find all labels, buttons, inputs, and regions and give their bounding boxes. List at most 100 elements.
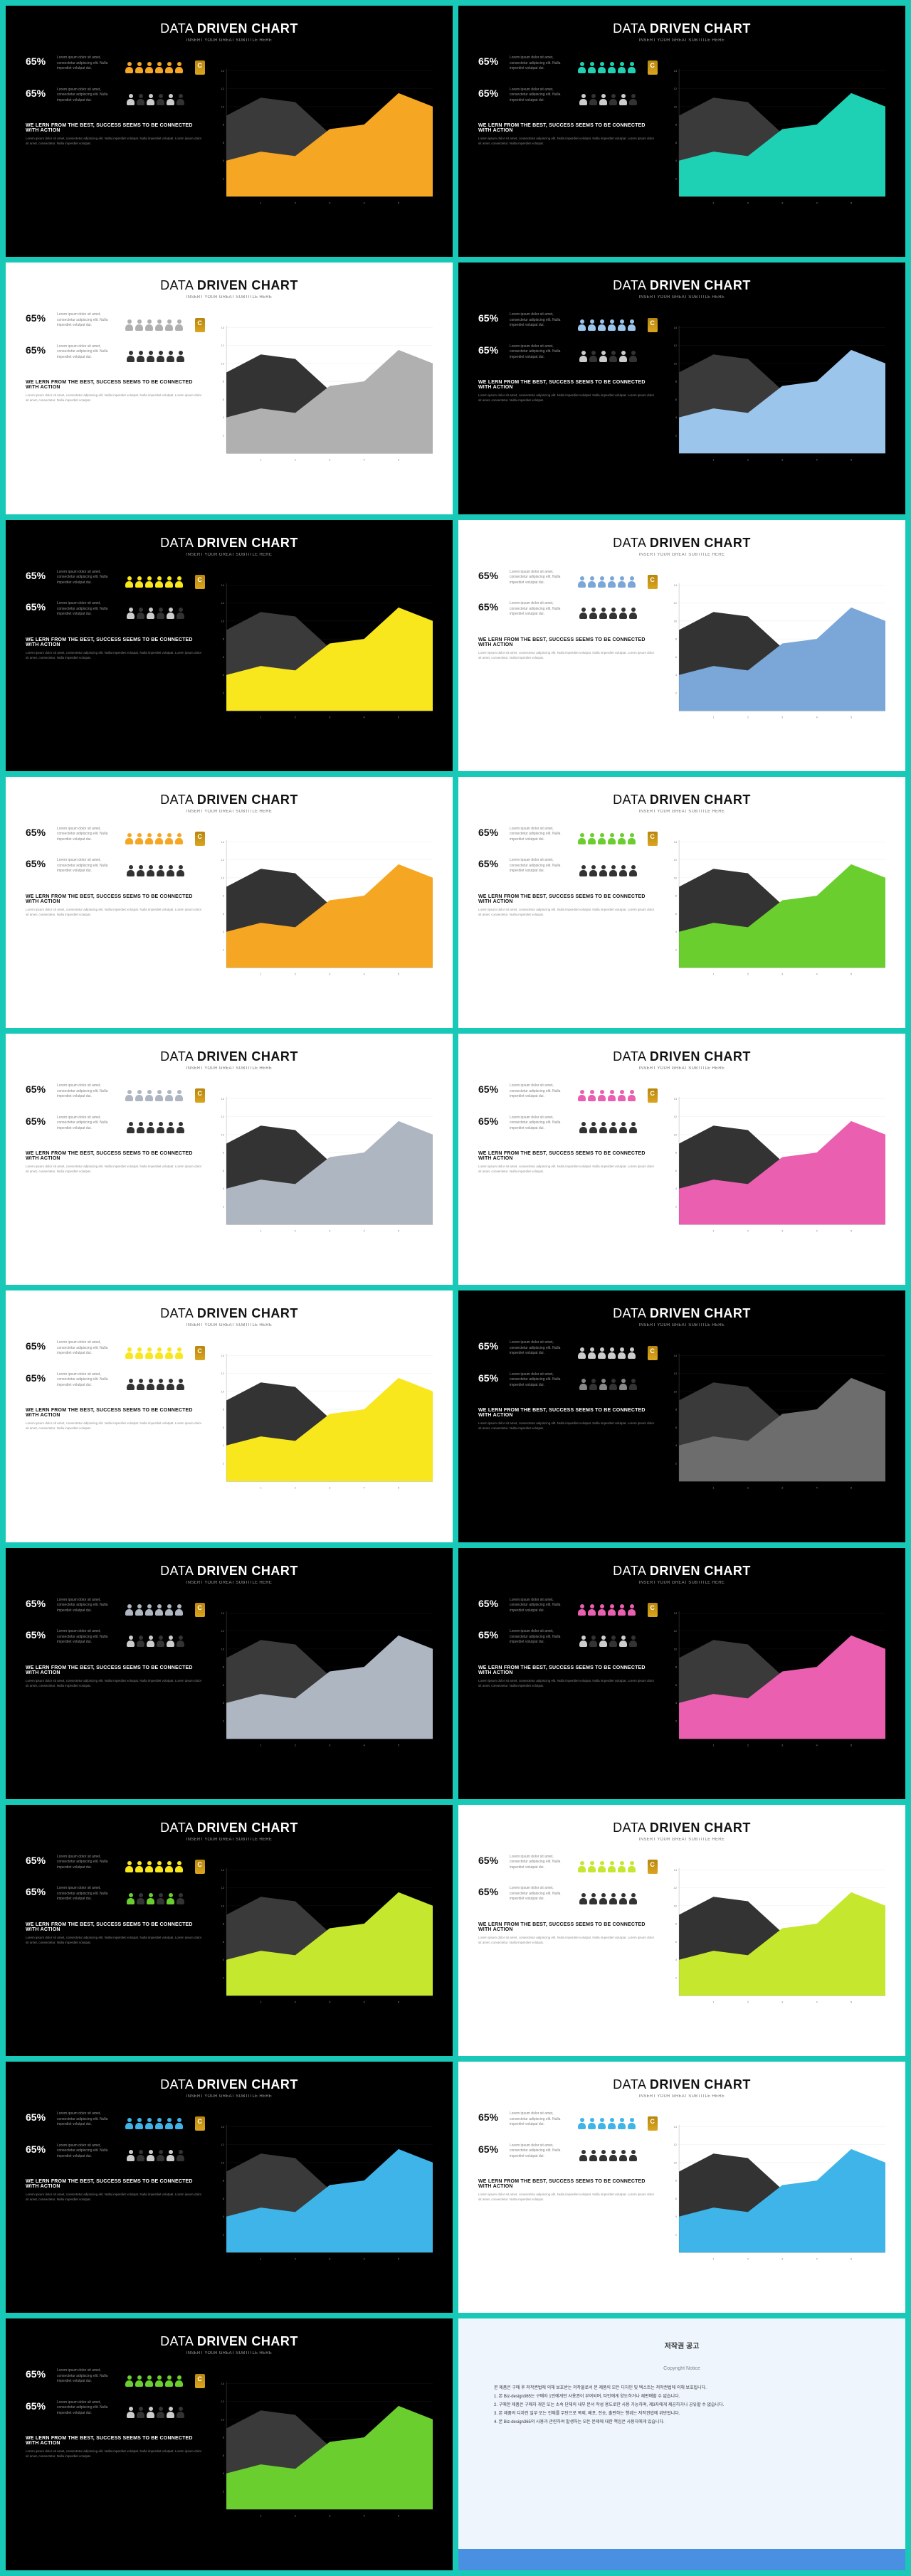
person-icon — [608, 62, 616, 73]
svg-text:12: 12 — [673, 1629, 677, 1633]
svg-text:5: 5 — [398, 1743, 400, 1747]
person-icon — [598, 833, 606, 844]
stat-lorem: Lorem ipsum dolor sit amet, consectetur … — [57, 1115, 111, 1132]
person-icon — [619, 1122, 627, 1133]
stat-lorem: Lorem ipsum dolor sit amet, consectetur … — [57, 2143, 111, 2160]
stat-row: 65%Lorem ipsum dolor sit amet, consectet… — [26, 55, 205, 80]
svg-text:4: 4 — [675, 930, 678, 933]
slide: DATA DRIVEN CHART INSERT YOUR GREAT SUBT… — [6, 2318, 453, 2570]
slide-subtitle: INSERT YOUR GREAT SUBTITLE HERE — [478, 38, 885, 43]
person-icon — [609, 865, 617, 876]
svg-text:8: 8 — [223, 1665, 225, 1668]
svg-text:4: 4 — [675, 1187, 678, 1190]
stat-row: 65%Lorem ipsum dolor sit amet, consectet… — [478, 1598, 658, 1623]
person-icon — [588, 833, 596, 844]
person-icon — [598, 2118, 606, 2129]
person-icon — [145, 1090, 153, 1101]
svg-text:3: 3 — [781, 1486, 784, 1490]
slide-title: DATA DRIVEN CHART — [26, 536, 433, 551]
person-icon — [588, 319, 596, 331]
slide-subtitle: INSERT YOUR GREAT SUBTITLE HERE — [478, 553, 885, 557]
person-icon — [175, 2375, 183, 2387]
slide: DATA DRIVEN CHART INSERT YOUR GREAT SUBT… — [458, 6, 905, 257]
stat-lorem: Lorem ipsum dolor sit amet, consectetur … — [510, 1372, 564, 1389]
svg-text:3: 3 — [781, 2257, 784, 2260]
person-icon — [145, 1347, 153, 1359]
person-icon — [135, 1861, 143, 1872]
person-icon — [135, 319, 143, 331]
svg-text:8: 8 — [223, 1922, 225, 1925]
stat-row: 65%Lorem ipsum dolor sit amet, consectet… — [26, 1598, 205, 1623]
person-icon — [165, 1347, 173, 1359]
svg-text:4: 4 — [816, 1229, 818, 1232]
percent-value: 65% — [478, 344, 502, 356]
svg-text:6: 6 — [223, 1682, 225, 1686]
person-icon — [145, 319, 153, 331]
svg-text:5: 5 — [398, 1486, 400, 1490]
svg-text:2: 2 — [223, 1205, 225, 1209]
slide-title: DATA DRIVEN CHART — [26, 21, 433, 36]
svg-text:4: 4 — [816, 1743, 818, 1747]
person-icon — [588, 1861, 596, 1872]
person-icon — [599, 1379, 607, 1390]
slide-subtitle: INSERT YOUR GREAT SUBTITLE HERE — [478, 2094, 885, 2099]
svg-text:4: 4 — [223, 2215, 225, 2218]
svg-text:2: 2 — [223, 2490, 225, 2493]
person-icon — [608, 1861, 616, 1872]
percent-value: 65% — [26, 2400, 50, 2412]
svg-text:1: 1 — [260, 458, 262, 462]
people-row-top — [125, 1604, 183, 1616]
person-icon — [145, 2118, 153, 2129]
percent-value: 65% — [478, 858, 502, 869]
headline: WE LERN FROM THE BEST, SUCCESS SEEMS TO … — [26, 1151, 205, 1161]
person-icon — [137, 1122, 144, 1133]
person-icon — [589, 2150, 597, 2161]
svg-text:10: 10 — [221, 1133, 224, 1136]
person-icon — [175, 319, 183, 331]
person-icon — [127, 2150, 135, 2161]
person-icon — [135, 2375, 143, 2387]
person-icon — [599, 1893, 607, 1904]
svg-text:6: 6 — [223, 1426, 225, 1429]
svg-text:4: 4 — [363, 2514, 365, 2518]
copyright-line: 본 제품은 구매 후 저작권법에 의해 보호받는 저작물로서 본 제품의 모든 … — [494, 2384, 870, 2392]
svg-text:2: 2 — [747, 201, 749, 204]
svg-text:1: 1 — [712, 1743, 715, 1747]
stat-lorem: Lorem ipsum dolor sit amet, consectetur … — [57, 1886, 111, 1902]
person-icon — [599, 2150, 607, 2161]
headline: WE LERN FROM THE BEST, SUCCESS SEEMS TO … — [26, 2179, 205, 2189]
svg-text:5: 5 — [398, 2257, 400, 2260]
svg-text:5: 5 — [851, 1229, 853, 1232]
person-icon — [588, 1604, 596, 1616]
svg-text:2: 2 — [294, 715, 296, 719]
stat-row: 65%Lorem ipsum dolor sit amet, consectet… — [478, 570, 658, 595]
person-icon — [165, 319, 173, 331]
person-icon — [165, 2118, 173, 2129]
person-icon — [618, 1347, 626, 1359]
person-icon — [609, 608, 617, 619]
person-icon — [177, 94, 184, 105]
percent-value: 65% — [478, 1115, 502, 1127]
svg-text:10: 10 — [221, 105, 224, 108]
percent-value: 65% — [26, 1083, 50, 1095]
svg-text:1: 1 — [260, 201, 262, 204]
footer-lorem: Lorem ipsum dolor sit amet, consectetur … — [478, 393, 658, 403]
svg-text:12: 12 — [673, 858, 677, 862]
stat-row: 65%Lorem ipsum dolor sit amet, consectet… — [26, 1855, 205, 1880]
footer-lorem: Lorem ipsum dolor sit amet, consectetur … — [26, 907, 205, 917]
person-icon — [588, 1347, 596, 1359]
person-icon — [175, 1604, 183, 1616]
area-chart: 246810121412345 — [218, 1340, 433, 1503]
stat-row: 65%Lorem ipsum dolor sit amet, consectet… — [26, 88, 205, 112]
people-row-top — [578, 2118, 636, 2129]
people-row-bottom — [127, 94, 184, 105]
person-icon — [609, 2150, 617, 2161]
person-icon — [628, 1861, 636, 1872]
svg-text:1: 1 — [260, 972, 262, 975]
slide-title: DATA DRIVEN CHART — [26, 1049, 433, 1064]
svg-text:4: 4 — [816, 1486, 818, 1490]
person-icon — [628, 319, 636, 331]
person-icon — [589, 1893, 597, 1904]
svg-text:12: 12 — [221, 2143, 224, 2146]
person-icon — [157, 1379, 164, 1390]
